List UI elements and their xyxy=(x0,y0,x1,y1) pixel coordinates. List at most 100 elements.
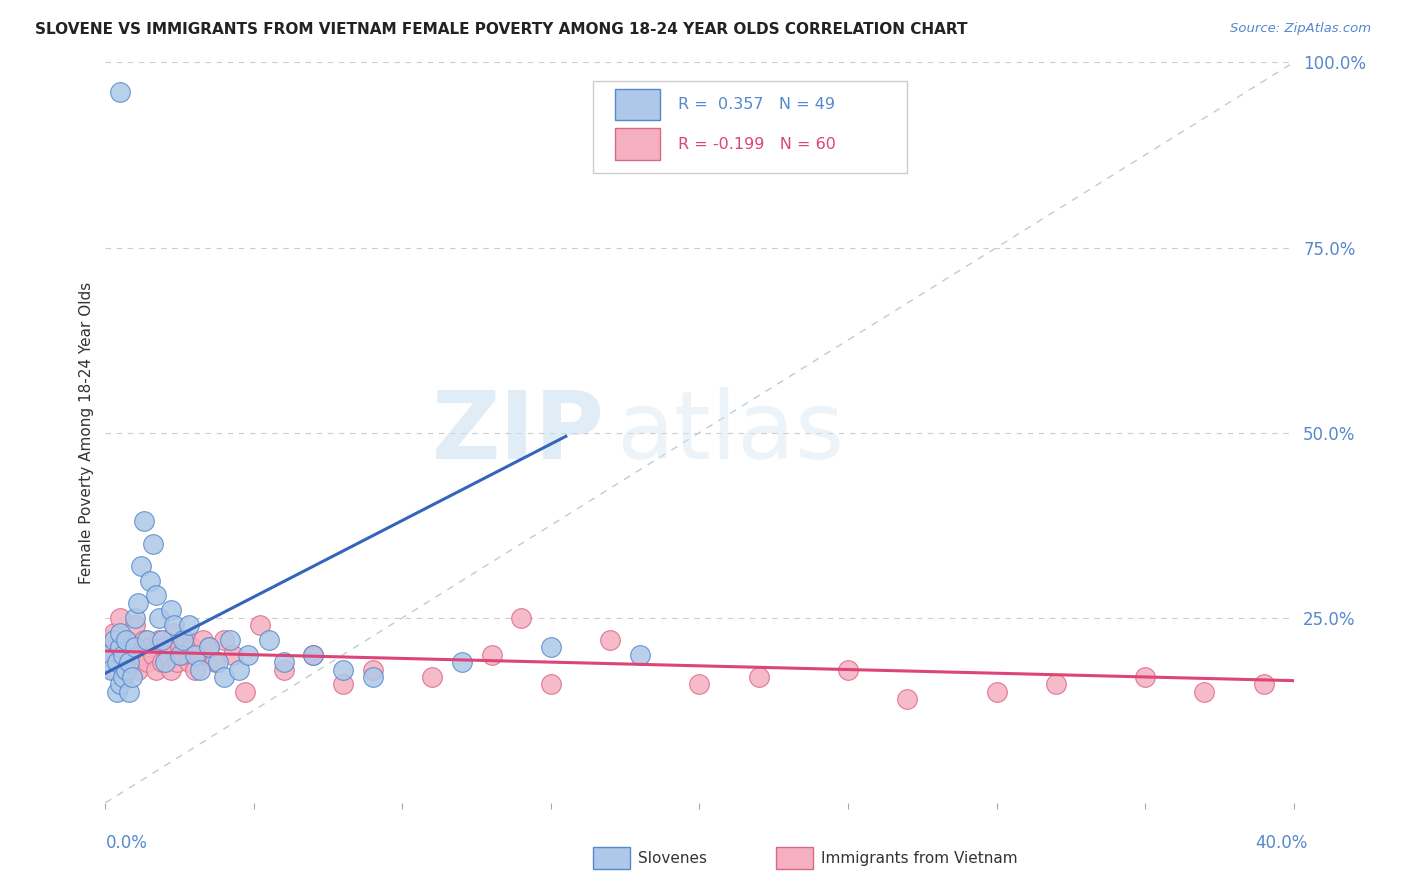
Point xyxy=(127,663,149,677)
Point xyxy=(121,670,143,684)
Point xyxy=(183,648,205,662)
Point xyxy=(1133,670,1156,684)
Text: 40.0%: 40.0% xyxy=(1256,834,1308,852)
Point xyxy=(236,648,259,662)
Point xyxy=(986,685,1008,699)
Point xyxy=(112,648,135,662)
Point xyxy=(190,648,212,662)
Bar xyxy=(616,128,661,160)
Point xyxy=(136,632,159,647)
Text: R =  0.357   N = 49: R = 0.357 N = 49 xyxy=(678,97,835,112)
Point xyxy=(450,655,472,669)
Point xyxy=(159,603,181,617)
Point xyxy=(110,640,132,655)
Point xyxy=(124,618,146,632)
Point xyxy=(177,655,200,669)
Point xyxy=(97,632,120,647)
Point xyxy=(1253,677,1275,691)
Point xyxy=(124,610,146,624)
Point xyxy=(540,640,562,655)
Point xyxy=(169,640,191,655)
Point xyxy=(748,670,770,684)
Point xyxy=(132,515,155,529)
Point xyxy=(100,663,122,677)
Point xyxy=(139,640,162,655)
Point xyxy=(361,670,384,684)
Point xyxy=(148,610,170,624)
Point xyxy=(121,655,143,669)
Point xyxy=(129,558,152,573)
Point xyxy=(153,655,176,669)
Point xyxy=(115,663,138,677)
Point xyxy=(103,625,125,640)
Point xyxy=(110,85,132,99)
Point xyxy=(145,589,167,603)
Text: SLOVENE VS IMMIGRANTS FROM VIETNAM FEMALE POVERTY AMONG 18-24 YEAR OLDS CORRELAT: SLOVENE VS IMMIGRANTS FROM VIETNAM FEMAL… xyxy=(35,22,967,37)
Point xyxy=(153,640,176,655)
Point xyxy=(136,655,159,669)
Point xyxy=(156,648,179,662)
Point xyxy=(198,640,221,655)
Point xyxy=(124,640,146,655)
Point xyxy=(105,685,128,699)
Point xyxy=(110,640,132,655)
Point xyxy=(105,655,128,669)
Point xyxy=(837,663,859,677)
Point xyxy=(190,663,212,677)
Text: R = -0.199   N = 60: R = -0.199 N = 60 xyxy=(678,136,837,152)
Point xyxy=(180,640,202,655)
Point xyxy=(177,618,200,632)
Point xyxy=(124,640,146,655)
Point xyxy=(110,677,132,691)
Point xyxy=(273,663,295,677)
Point xyxy=(193,632,215,647)
Point xyxy=(112,648,135,662)
Point xyxy=(198,640,221,655)
Point xyxy=(169,648,191,662)
Point xyxy=(148,632,170,647)
Point xyxy=(105,655,128,669)
Point xyxy=(896,692,918,706)
Point xyxy=(172,648,194,662)
Point xyxy=(97,648,120,662)
Y-axis label: Female Poverty Among 18-24 Year Olds: Female Poverty Among 18-24 Year Olds xyxy=(79,282,94,583)
Point xyxy=(150,632,173,647)
Point xyxy=(127,596,149,610)
Text: ZIP: ZIP xyxy=(432,386,605,479)
Point xyxy=(115,663,138,677)
Point xyxy=(129,648,152,662)
Point xyxy=(257,632,280,647)
Text: Source: ZipAtlas.com: Source: ZipAtlas.com xyxy=(1230,22,1371,36)
Point xyxy=(1045,677,1067,691)
Point xyxy=(219,632,242,647)
Point xyxy=(510,610,533,624)
Point xyxy=(1194,685,1216,699)
Point xyxy=(222,648,245,662)
Point xyxy=(207,655,229,669)
Point xyxy=(172,632,194,647)
Point xyxy=(689,677,711,691)
Point xyxy=(204,655,226,669)
Point xyxy=(540,677,562,691)
Point xyxy=(420,670,443,684)
Point xyxy=(118,648,141,662)
Point xyxy=(233,685,256,699)
Point xyxy=(332,677,354,691)
Text: Slovenes: Slovenes xyxy=(638,851,707,865)
Point xyxy=(214,670,236,684)
Text: Immigrants from Vietnam: Immigrants from Vietnam xyxy=(821,851,1018,865)
Point xyxy=(115,632,138,647)
Point xyxy=(599,632,621,647)
Point xyxy=(302,648,325,662)
Point xyxy=(361,663,384,677)
Point xyxy=(112,670,135,684)
Point xyxy=(159,663,181,677)
Point xyxy=(183,663,205,677)
Text: 0.0%: 0.0% xyxy=(105,834,148,852)
Point xyxy=(110,610,132,624)
Bar xyxy=(616,89,661,120)
Point xyxy=(142,536,165,550)
Point xyxy=(163,618,186,632)
Point xyxy=(163,625,186,640)
Point xyxy=(166,655,188,669)
